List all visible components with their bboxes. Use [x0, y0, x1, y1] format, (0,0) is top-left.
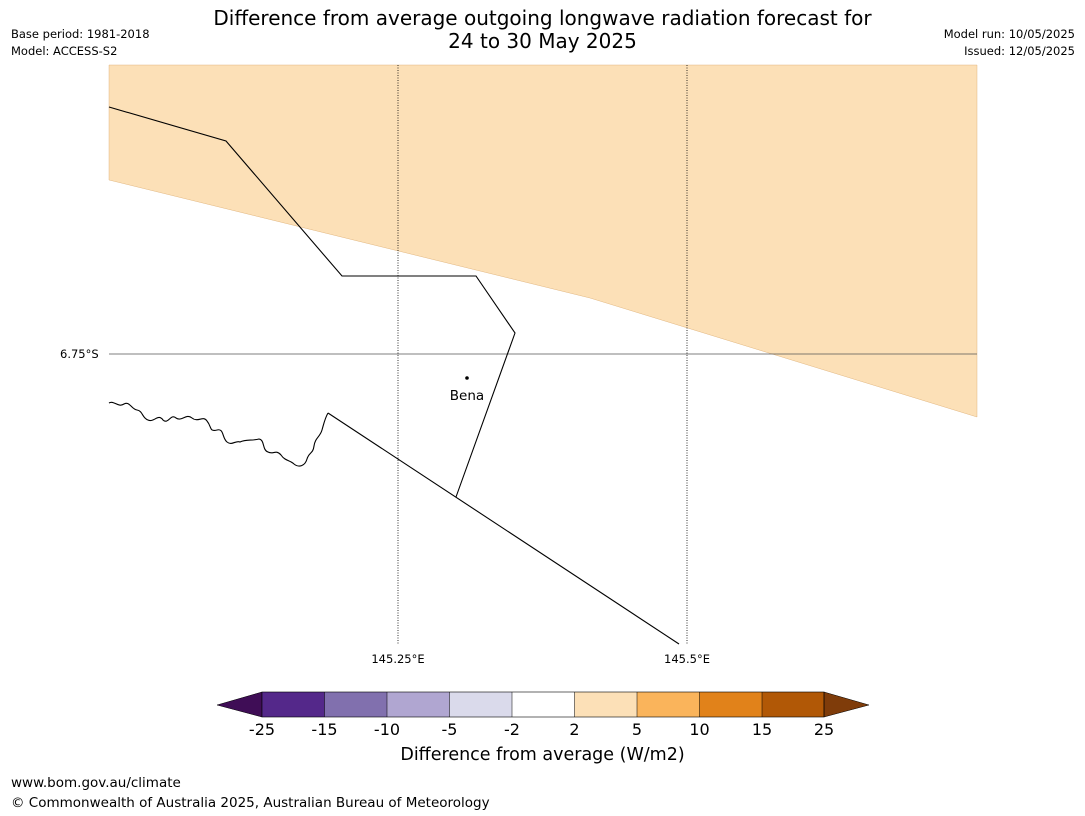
province-boundary-south: [327, 412, 680, 645]
colorbar-bin-7: [637, 692, 700, 717]
colorbar-tick: -5: [441, 720, 458, 739]
colorbar-tick: -25: [248, 720, 276, 739]
model-run-text: Model run: 10/05/2025: [943, 27, 1075, 41]
colorbar-bin-1: [262, 692, 325, 717]
colorbar-tick: 2: [569, 720, 580, 739]
colorbar-tick: -15: [311, 720, 338, 739]
colorbar: [216, 691, 870, 718]
colorbar-bin-6: [574, 692, 637, 717]
longitude-label-1: 145.25°E: [371, 652, 425, 666]
footer-copyright: © Commonwealth of Australia 2025, Austra…: [11, 795, 490, 811]
colorbar-bin-8: [699, 692, 762, 717]
title-line-2: 24 to 30 May 2025: [448, 29, 637, 53]
title-line-1: Difference from average outgoing longwav…: [213, 6, 872, 30]
model-text: Model: ACCESS-S2: [11, 44, 118, 58]
colorbar-tick: 15: [751, 720, 773, 739]
longitude-label-2: 145.5°E: [664, 652, 710, 666]
issued-text: Issued: 12/05/2025: [964, 44, 1075, 58]
colorbar-bin-3: [387, 692, 450, 717]
base-period-text: Base period: 1981-2018: [11, 27, 150, 41]
colorbar-bin-4: [449, 692, 512, 717]
river-line: [108, 401, 329, 467]
place-marker: [465, 376, 469, 380]
place-label: Bena: [449, 388, 485, 404]
colorbar-high-extension: [823, 691, 870, 718]
colorbar-bin-2: [324, 692, 387, 717]
colorbar-bin-9: [762, 692, 824, 717]
colorbar-low-extension: [216, 691, 263, 718]
colorbar-bin-5: [512, 692, 575, 717]
footer-url: www.bom.gov.au/climate: [11, 775, 181, 791]
province-boundary: [108, 106, 516, 498]
chart-title: Difference from average outgoing longwav…: [0, 7, 1085, 53]
colorbar-tick: 25: [813, 720, 835, 739]
colorbar-tick: -10: [373, 720, 401, 739]
latitude-label: 6.75°S: [60, 347, 99, 361]
colorbar-title: Difference from average (W/m2): [400, 745, 685, 765]
anomaly-shaded-region: [108, 64, 978, 418]
colorbar-dividers: [324, 692, 763, 717]
colorbar-tick: 5: [631, 720, 643, 739]
meta-left: Base period: 1981-2018 Model: ACCESS-S2: [11, 26, 150, 60]
colorbar-tick: -2: [504, 720, 520, 739]
meta-right: Model run: 10/05/2025 Issued: 12/05/2025: [944, 26, 1075, 60]
colorbar-tick: 10: [689, 720, 710, 739]
colorbar-outline: [261, 691, 825, 718]
